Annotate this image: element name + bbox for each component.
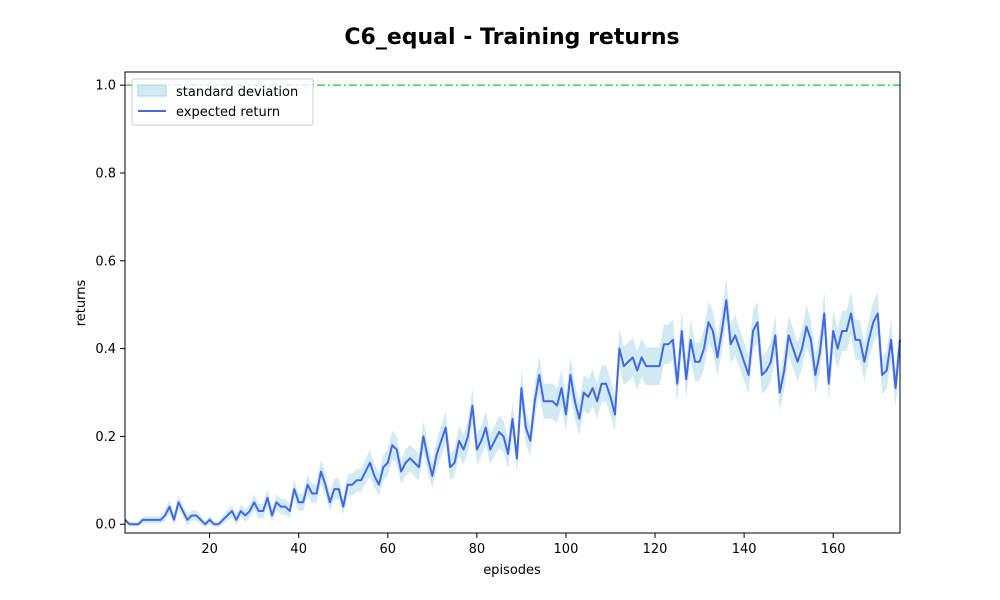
y-tick-label: 0.8 (95, 166, 116, 181)
legend: standard deviation expected return (131, 78, 314, 126)
y-tick-label: 0.6 (95, 254, 116, 269)
legend-box (131, 78, 314, 126)
std-deviation-band (125, 279, 900, 527)
x-tick-label: 100 (554, 542, 579, 557)
x-tick-label: 160 (821, 542, 846, 557)
y-tick-label: 0.2 (95, 430, 116, 445)
legend-label-expected-return: expected return (176, 105, 280, 120)
y-tick-label: 1.0 (95, 79, 116, 94)
x-tick-label: 20 (201, 542, 218, 557)
x-tick-label: 40 (290, 542, 307, 557)
expected-return-line (124, 299, 901, 526)
legend-label-standard-deviation: standard deviation (176, 85, 298, 100)
legend-swatch-standard-deviation (137, 84, 167, 97)
x-tick-label: 120 (643, 542, 668, 557)
y-tick-label: 0.0 (95, 518, 116, 533)
y-axis-ticks: 0.0 0.2 0.4 0.6 0.8 1.0 (95, 79, 125, 533)
y-axis-label: returns (74, 280, 89, 327)
y-tick-label: 0.4 (95, 342, 116, 357)
plot-area (124, 84, 901, 527)
x-tick-label: 60 (380, 542, 397, 557)
x-tick-label: 80 (469, 542, 486, 557)
x-axis-ticks: 20 40 60 80 100 120 140 160 (201, 533, 846, 557)
chart-title: C6_equal - Training returns (344, 25, 679, 50)
x-tick-label: 140 (732, 542, 757, 557)
x-axis-label: episodes (483, 563, 541, 578)
plot-frame (124, 71, 901, 534)
